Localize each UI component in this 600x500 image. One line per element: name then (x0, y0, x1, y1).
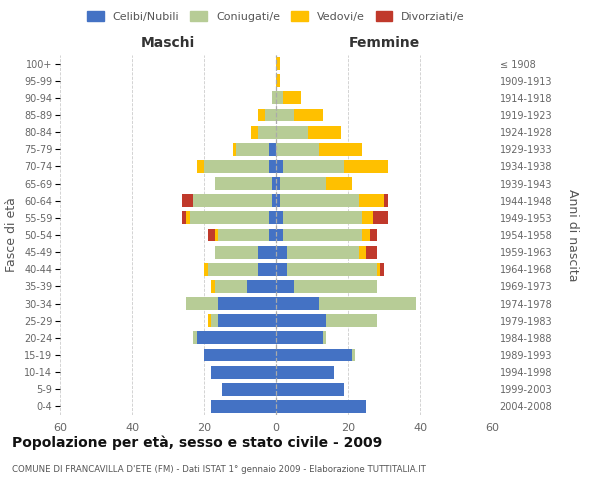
Bar (362, 212, 373, 224)
Bar (236, 143, 269, 156)
Bar (276, 366, 334, 378)
Bar (276, 194, 280, 207)
Bar (373, 212, 388, 224)
Bar (258, 108, 265, 122)
Bar (186, 212, 190, 224)
Bar (218, 314, 276, 327)
Bar (370, 228, 377, 241)
Bar (359, 246, 366, 258)
Bar (211, 366, 276, 378)
Legend: Celibi/Nubili, Coniugati/e, Vedovi/e, Divorziati/e: Celibi/Nubili, Coniugati/e, Vedovi/e, Di… (84, 8, 468, 25)
Bar (222, 383, 276, 396)
Bar (276, 280, 294, 293)
Bar (276, 92, 283, 104)
Bar (276, 177, 280, 190)
Bar (215, 246, 258, 258)
Bar (276, 160, 283, 173)
Bar (215, 228, 218, 241)
Bar (186, 297, 218, 310)
Bar (215, 280, 247, 293)
Bar (294, 108, 323, 122)
Bar (276, 246, 287, 258)
Bar (366, 246, 377, 258)
Bar (269, 212, 276, 224)
Bar (272, 177, 276, 190)
Bar (276, 314, 326, 327)
Bar (197, 332, 276, 344)
Bar (208, 263, 258, 276)
Bar (193, 194, 272, 207)
Bar (247, 280, 276, 293)
Bar (211, 400, 276, 413)
Bar (272, 194, 276, 207)
Bar (197, 160, 204, 173)
Bar (280, 177, 326, 190)
Bar (287, 263, 377, 276)
Bar (269, 143, 276, 156)
Bar (276, 212, 283, 224)
Bar (218, 228, 269, 241)
Y-axis label: Fasce di età: Fasce di età (5, 198, 19, 272)
Bar (276, 263, 287, 276)
Bar (204, 263, 208, 276)
Bar (323, 332, 326, 344)
Bar (269, 228, 276, 241)
Bar (276, 228, 283, 241)
Bar (319, 143, 362, 156)
Text: Popolazione per età, sesso e stato civile - 2009: Popolazione per età, sesso e stato civil… (12, 435, 382, 450)
Bar (326, 177, 352, 190)
Bar (362, 228, 370, 241)
Bar (283, 160, 344, 173)
Bar (384, 194, 388, 207)
Bar (280, 194, 359, 207)
Bar (269, 160, 276, 173)
Bar (258, 263, 276, 276)
Bar (208, 228, 215, 241)
Bar (283, 212, 362, 224)
Bar (272, 92, 276, 104)
Bar (352, 348, 355, 362)
Bar (344, 160, 388, 173)
Bar (182, 212, 186, 224)
Bar (211, 314, 218, 327)
Bar (265, 108, 276, 122)
Bar (276, 57, 280, 70)
Bar (377, 263, 380, 276)
Bar (218, 297, 276, 310)
Bar (190, 212, 269, 224)
Bar (276, 108, 294, 122)
Bar (276, 74, 280, 87)
Bar (319, 297, 416, 310)
Bar (283, 228, 362, 241)
Bar (276, 143, 319, 156)
Bar (287, 246, 359, 258)
Bar (258, 126, 276, 138)
Bar (211, 280, 215, 293)
Bar (283, 92, 301, 104)
Bar (182, 194, 193, 207)
Text: Femmine: Femmine (349, 36, 419, 50)
Bar (308, 126, 341, 138)
Bar (251, 126, 258, 138)
Text: Maschi: Maschi (141, 36, 195, 50)
Bar (276, 348, 352, 362)
Bar (359, 194, 384, 207)
Text: COMUNE DI FRANCAVILLA D'ETE (FM) - Dati ISTAT 1° gennaio 2009 - Elaborazione TUT: COMUNE DI FRANCAVILLA D'ETE (FM) - Dati … (12, 465, 426, 474)
Bar (276, 383, 344, 396)
Bar (276, 332, 323, 344)
Bar (233, 143, 236, 156)
Bar (258, 246, 276, 258)
Bar (215, 177, 272, 190)
Bar (326, 314, 377, 327)
Bar (276, 126, 308, 138)
Y-axis label: Anni di nascita: Anni di nascita (566, 188, 579, 281)
Bar (276, 297, 319, 310)
Bar (208, 314, 211, 327)
Bar (276, 400, 366, 413)
Bar (204, 160, 269, 173)
Bar (193, 332, 197, 344)
Bar (380, 263, 384, 276)
Bar (294, 280, 377, 293)
Bar (204, 348, 276, 362)
